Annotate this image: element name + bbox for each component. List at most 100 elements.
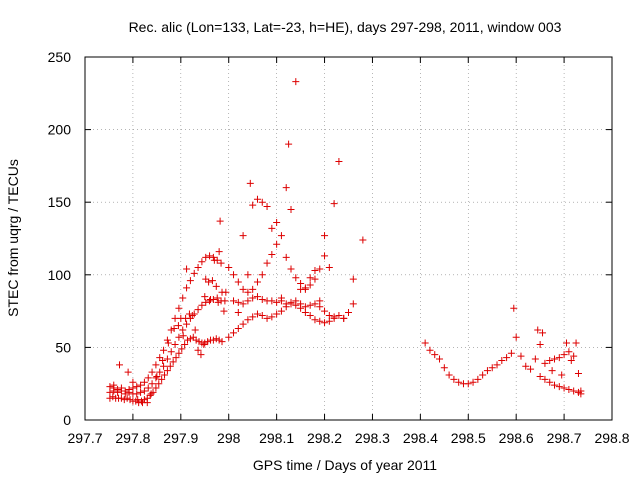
data-point	[160, 362, 168, 370]
data-point	[133, 383, 141, 391]
data-point	[190, 269, 198, 277]
data-point	[325, 311, 333, 319]
data-point	[159, 356, 167, 364]
data-point	[292, 78, 300, 86]
data-point	[186, 335, 194, 343]
x-tick-label: 298.3	[355, 430, 390, 446]
data-points	[106, 78, 585, 407]
data-point	[222, 288, 230, 296]
data-point	[197, 351, 205, 359]
data-point	[143, 399, 151, 407]
data-point	[189, 333, 197, 341]
data-point	[218, 338, 226, 346]
data-point	[536, 372, 544, 380]
data-point	[548, 367, 556, 375]
data-point	[541, 359, 549, 367]
data-point	[213, 294, 221, 302]
data-point	[455, 378, 463, 386]
data-point	[431, 351, 439, 359]
data-point	[469, 378, 477, 386]
data-point	[239, 320, 247, 328]
data-point	[253, 278, 261, 286]
data-point	[306, 311, 314, 319]
data-point	[570, 352, 578, 360]
data-point	[208, 277, 216, 285]
data-point	[479, 371, 487, 379]
data-point	[316, 297, 324, 305]
data-point	[249, 201, 257, 209]
y-tick-label: 50	[55, 339, 71, 355]
data-point	[163, 336, 171, 344]
data-point	[239, 232, 247, 240]
data-point	[216, 217, 224, 225]
data-point	[182, 314, 190, 322]
y-tick-label: 100	[48, 267, 72, 283]
data-point	[359, 236, 367, 244]
data-point	[345, 309, 352, 317]
data-point	[221, 297, 229, 305]
y-tick-label: 200	[48, 122, 72, 138]
data-point	[541, 375, 549, 383]
data-point	[115, 361, 123, 369]
data-point	[531, 355, 539, 363]
data-point	[194, 346, 202, 354]
data-point	[137, 381, 145, 389]
data-point	[179, 332, 187, 340]
data-point	[239, 300, 247, 308]
data-point	[436, 355, 444, 363]
data-point	[567, 356, 575, 364]
data-point	[106, 383, 114, 391]
data-point	[225, 333, 233, 341]
data-point	[148, 380, 156, 388]
data-point	[273, 310, 281, 318]
data-point	[268, 224, 276, 232]
data-point	[558, 371, 566, 379]
x-tick-label: 298	[217, 430, 241, 446]
data-point	[268, 313, 276, 321]
data-point	[253, 195, 261, 203]
data-point	[311, 316, 319, 324]
data-point	[426, 346, 434, 354]
data-point	[301, 303, 309, 311]
data-point	[185, 310, 193, 318]
data-point	[263, 203, 271, 211]
data-point	[124, 368, 132, 376]
data-point	[137, 388, 145, 396]
data-point	[215, 336, 223, 344]
data-point	[110, 381, 118, 389]
data-point	[244, 316, 252, 324]
data-point	[546, 356, 554, 364]
data-point	[321, 319, 329, 327]
data-point	[202, 275, 210, 283]
data-point	[202, 298, 210, 306]
data-point	[140, 387, 148, 395]
data-point	[349, 300, 357, 308]
data-point	[234, 278, 242, 286]
data-point	[125, 386, 133, 394]
x-tick-label: 298.7	[547, 430, 582, 446]
data-point	[205, 278, 213, 286]
data-point	[183, 284, 191, 292]
data-point	[167, 348, 175, 356]
data-point	[253, 293, 261, 301]
data-point	[572, 339, 580, 347]
grid-lines	[85, 57, 612, 420]
data-point	[126, 396, 134, 404]
data-point	[171, 340, 179, 348]
data-point	[186, 277, 194, 285]
x-axis-label: GPS time / Days of year 2011	[253, 457, 437, 473]
data-point	[292, 297, 300, 305]
data-point	[144, 384, 152, 392]
data-point	[321, 307, 329, 315]
data-point	[562, 339, 570, 347]
data-point	[183, 320, 191, 328]
data-point	[287, 265, 295, 273]
data-point	[206, 297, 214, 305]
data-point	[244, 271, 252, 279]
data-point	[191, 326, 199, 334]
data-point	[209, 253, 217, 261]
data-point	[181, 340, 189, 348]
data-point	[536, 340, 544, 348]
data-point	[144, 374, 152, 382]
data-point	[316, 265, 324, 273]
